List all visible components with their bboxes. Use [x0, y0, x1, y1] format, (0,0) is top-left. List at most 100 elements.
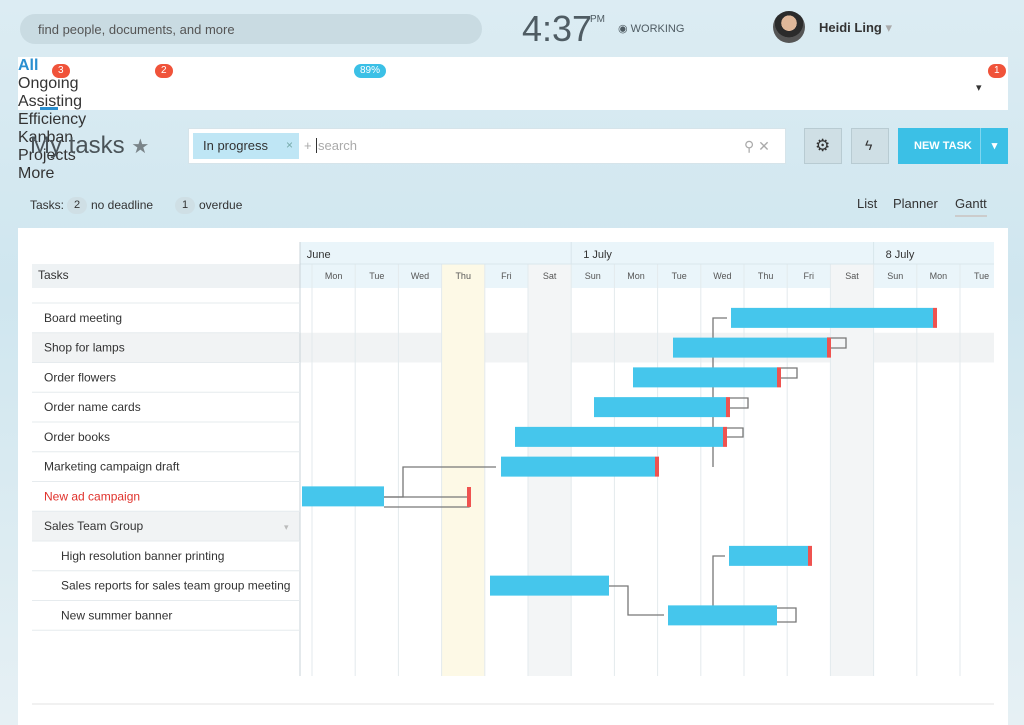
task-name[interactable]: Sales reports for sales team group meeti…	[61, 579, 290, 593]
task-bar[interactable]	[594, 397, 726, 418]
view-planner[interactable]: Planner	[893, 196, 938, 211]
tasks-header-bg	[32, 264, 300, 288]
dependency-link	[713, 397, 749, 409]
view-gantt[interactable]: Gantt	[955, 196, 987, 217]
day-label: Sun	[887, 271, 903, 281]
task-bar[interactable]	[673, 337, 827, 358]
group-name[interactable]: Sales Team Group	[44, 519, 143, 533]
status-text: WORKING	[630, 23, 685, 35]
overdue-label[interactable]: overdue	[199, 198, 243, 212]
view-list[interactable]: List	[857, 196, 878, 211]
group-toggle: ▾	[284, 522, 289, 532]
task-name[interactable]: New summer banner	[61, 608, 172, 622]
global-search[interactable]: find people, documents, and more	[20, 14, 482, 44]
week-label: June	[307, 249, 331, 261]
deadline-marker	[726, 397, 730, 418]
tab-badge: 2	[155, 64, 173, 78]
filter-tag-text: In progress	[203, 138, 269, 153]
task-bar[interactable]	[490, 575, 609, 596]
tab-badge: 3	[52, 64, 70, 78]
tab-bar: All 3 Ongoing 2 Assisting Efficiency 89% Kanban…	[18, 57, 1008, 182]
settings-button[interactable]: ⚙	[804, 128, 842, 164]
deadline-marker	[655, 456, 659, 477]
group-row-bg	[32, 511, 300, 541]
task-bar[interactable]	[729, 545, 808, 566]
task-bar[interactable]	[731, 307, 933, 328]
title-text: My tasks	[30, 132, 125, 159]
add-filter: +	[304, 138, 312, 153]
day-label: Mon	[325, 271, 343, 281]
tab-badge: 1	[988, 64, 1006, 78]
task-bar[interactable]	[633, 367, 777, 388]
new-task-button[interactable]: NEW TASK ▾	[898, 128, 1008, 164]
tab[interactable]: Assisting	[18, 93, 83, 110]
tab-badge: 89%	[354, 64, 387, 78]
task-name[interactable]: Marketing campaign draft	[44, 460, 180, 474]
tasks-header: Tasks	[38, 268, 69, 282]
dependency-link	[712, 555, 725, 615]
day-label: Sat	[543, 271, 557, 281]
task-name[interactable]: Shop for lamps	[44, 341, 125, 355]
user-name[interactable]: Heidi Ling ▾	[819, 20, 892, 35]
deadline-marker	[723, 426, 727, 447]
day-label: Tue	[672, 271, 687, 281]
task-bar[interactable]	[302, 486, 384, 507]
day-label: Tue	[369, 271, 384, 281]
dependency-link	[609, 585, 664, 616]
dependency-link	[777, 607, 797, 623]
quick-button[interactable]: ϟ	[851, 128, 889, 164]
task-bar[interactable]	[668, 605, 777, 626]
deadline-marker	[467, 487, 471, 507]
no-deadline-count[interactable]: 2	[67, 197, 87, 214]
day-label: Sun	[585, 271, 601, 281]
deadline-marker	[827, 337, 831, 358]
day-label: Mon	[627, 271, 645, 281]
day-label: Thu	[455, 271, 471, 281]
day-label: Fri	[501, 271, 512, 281]
task-name[interactable]: Board meeting	[44, 311, 122, 325]
filter-tag[interactable]: In progress ×	[193, 133, 299, 159]
task-bar[interactable]	[515, 426, 723, 447]
search-icons: ⚲ ✕	[744, 138, 770, 154]
deadline-marker	[808, 545, 812, 566]
tab[interactable]: All	[18, 57, 39, 74]
clock-suffix: PM	[590, 14, 605, 25]
tab[interactable]: More	[18, 165, 55, 182]
weekend-column	[830, 264, 874, 676]
day-label: Wed	[411, 271, 429, 281]
today-column	[441, 264, 485, 676]
avatar[interactable]	[773, 11, 805, 43]
dependency-link	[723, 427, 744, 438]
day-label: Fri	[804, 271, 815, 281]
tab-underline	[40, 107, 58, 110]
day-label: Sat	[845, 271, 859, 281]
user-name-text: Heidi Ling	[819, 20, 882, 35]
page-title: My tasks ★	[30, 132, 150, 159]
task-name[interactable]: High resolution banner printing	[61, 549, 224, 563]
tab-caret: ▾	[976, 82, 982, 94]
task-name[interactable]: Order flowers	[44, 370, 116, 384]
label-mask	[18, 242, 300, 264]
tab[interactable]: Efficiency	[18, 111, 87, 128]
timeline-header-bg	[300, 242, 994, 288]
work-status[interactable]: ◉ WORKING	[618, 23, 685, 35]
day-label: Mon	[930, 271, 948, 281]
no-deadline-label[interactable]: no deadline	[91, 198, 154, 212]
task-name[interactable]: Order books	[44, 430, 110, 444]
day-label: Wed	[713, 271, 731, 281]
week-label: 1 July	[583, 249, 612, 261]
tab[interactable]: Kanban	[18, 129, 74, 146]
filter-search[interactable]: search	[316, 138, 358, 153]
tab[interactable]: Ongoing	[18, 75, 79, 92]
counters-label: Tasks:	[30, 198, 65, 212]
tab[interactable]: Projects	[18, 147, 76, 164]
task-bar[interactable]	[501, 456, 655, 477]
new-task-text: NEW TASK	[914, 140, 972, 152]
week-label: 8 July	[886, 249, 915, 261]
overdue-count[interactable]: 1	[175, 197, 195, 214]
task-name[interactable]: Order name cards	[44, 400, 141, 414]
dependency-link	[712, 317, 727, 467]
task-name[interactable]: New ad campaign	[44, 489, 140, 503]
